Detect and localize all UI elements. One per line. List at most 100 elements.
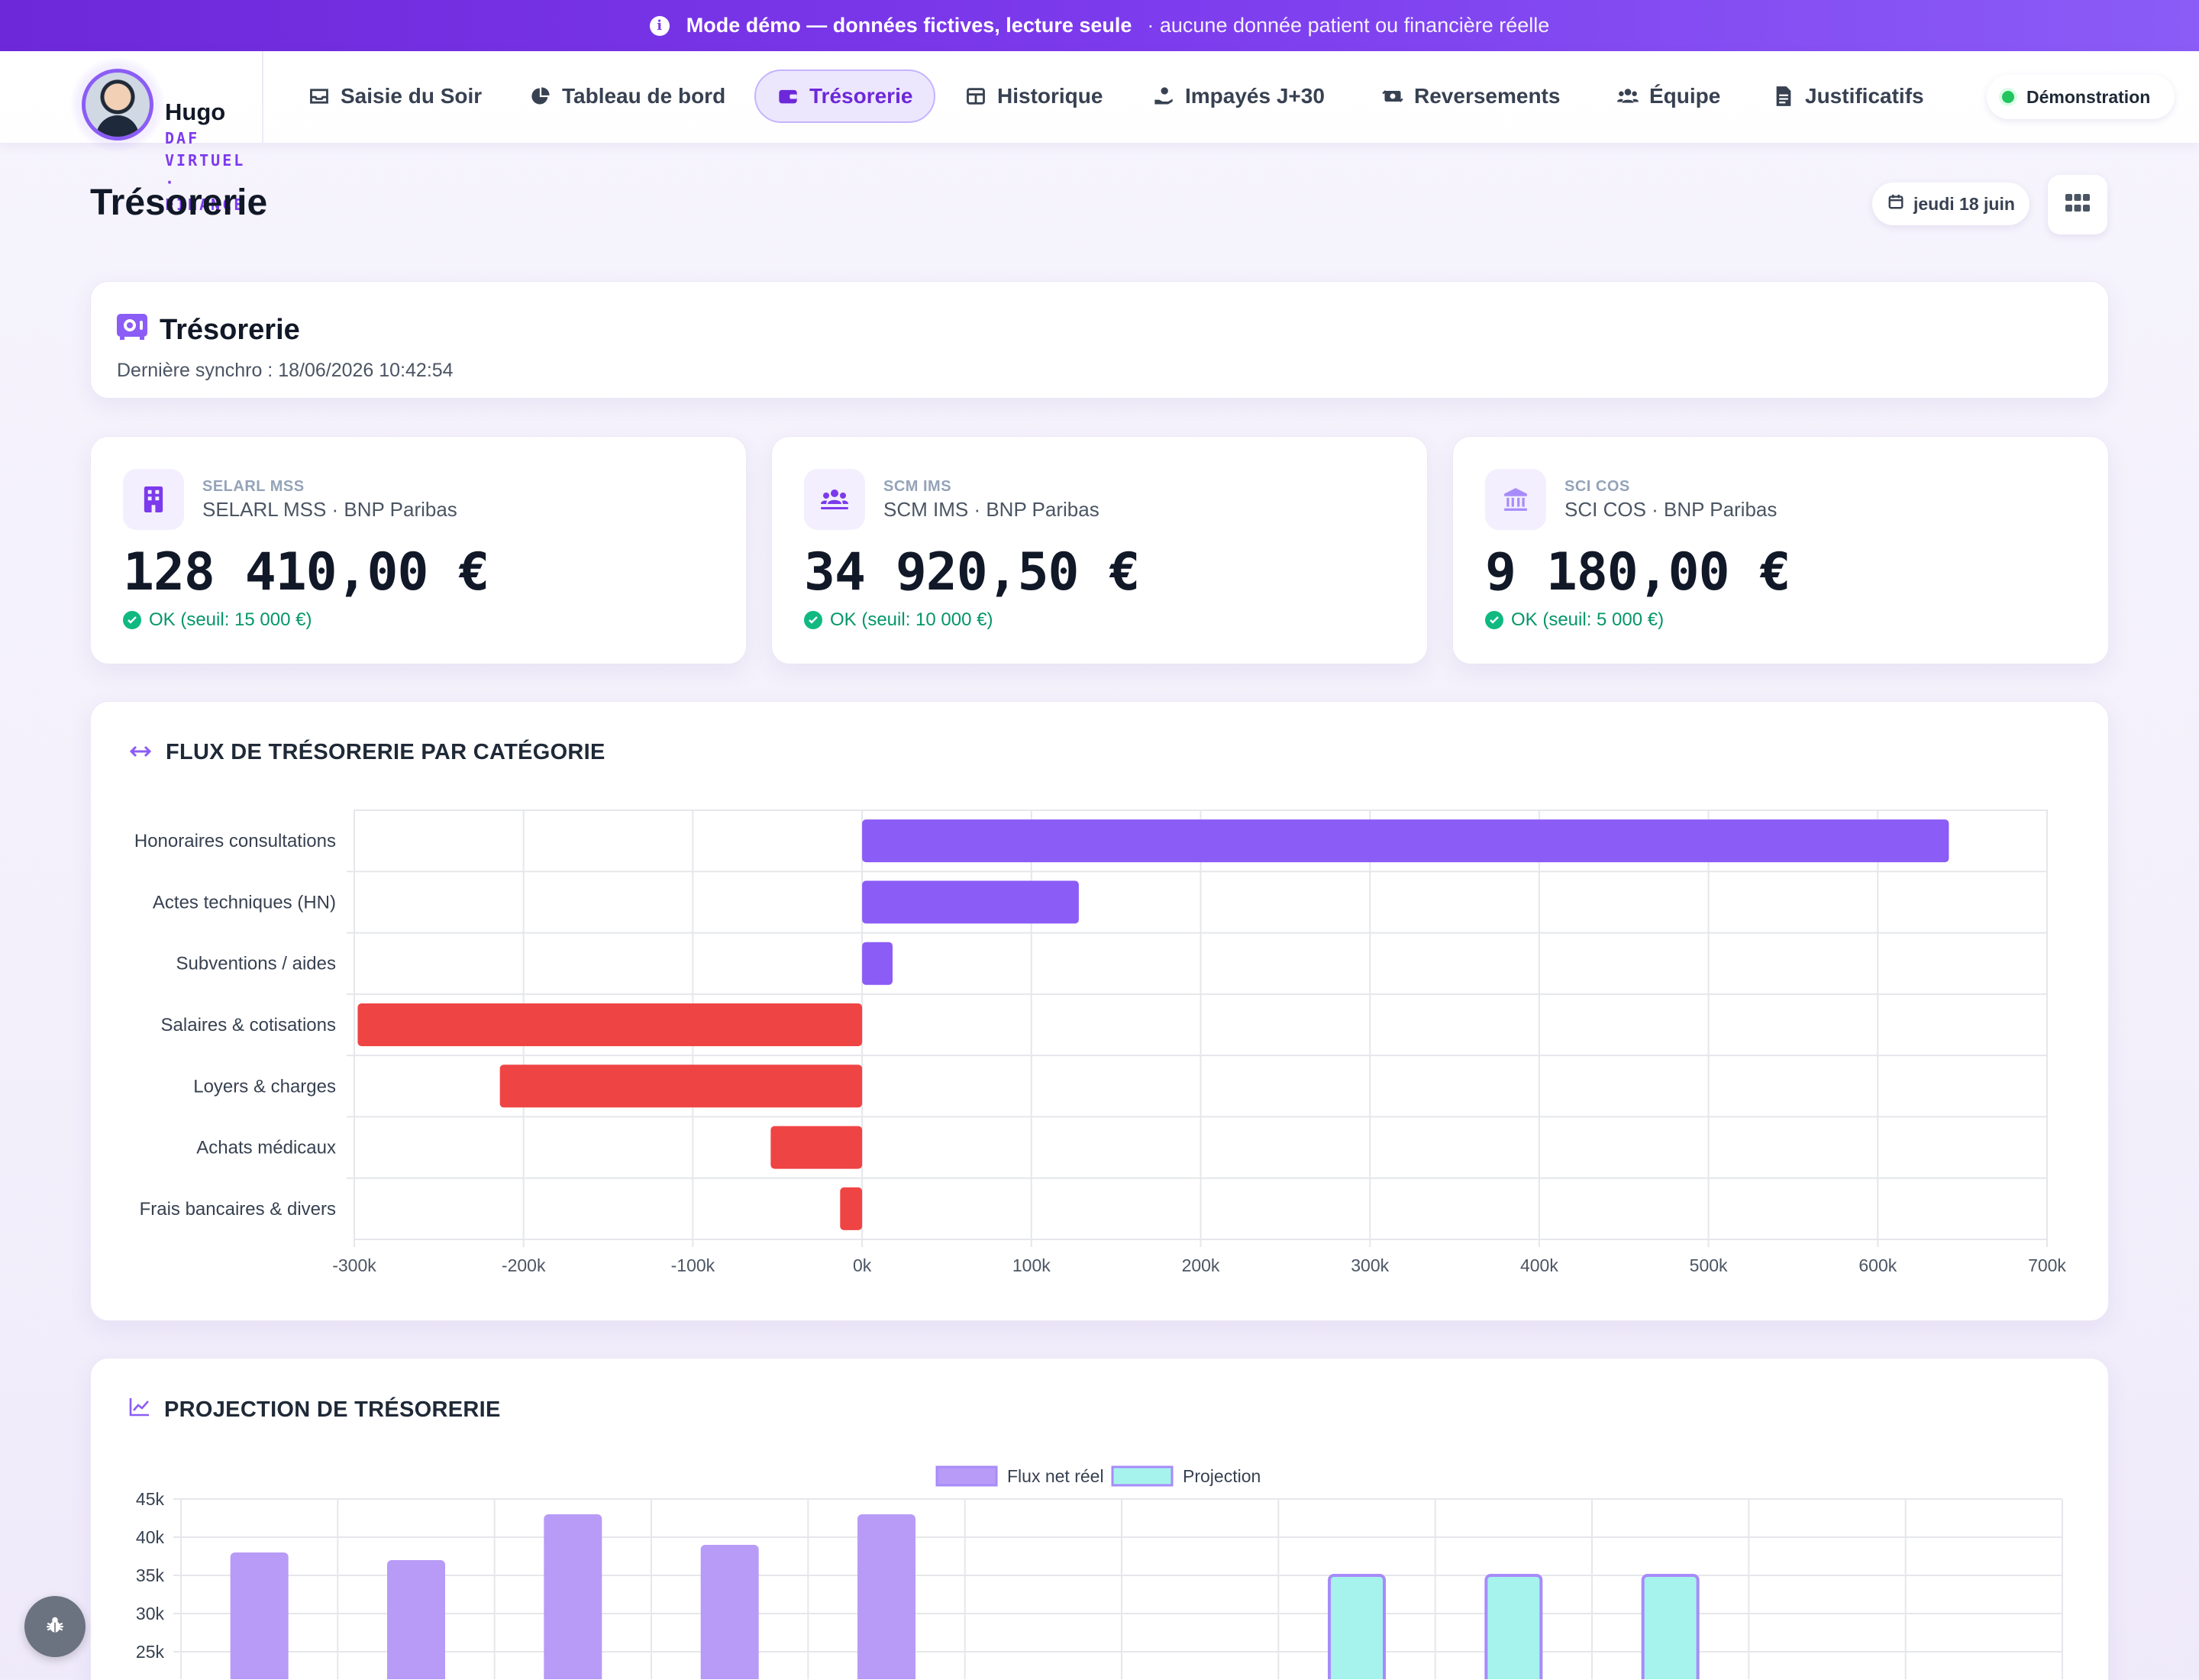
sync-card: Trésorerie Dernière synchro : 18/06/2026… — [90, 281, 2109, 399]
demo-mode-label: Démonstration — [2026, 86, 2151, 107]
legend-swatch — [1111, 1465, 1174, 1487]
bar-flux-net-reel — [387, 1560, 445, 1679]
nav-divider — [262, 51, 263, 143]
y-tick-label: 25k — [136, 1642, 165, 1662]
apps-grid-button[interactable] — [2048, 175, 2107, 234]
tab-label: Impayés J+30 — [1185, 84, 1325, 108]
account-balance: 34 920,50 € — [804, 542, 1140, 603]
account-status-text: OK (seuil: 10 000 €) — [830, 609, 993, 630]
money-transfer-icon — [1382, 86, 1403, 107]
arrows-horizontal-icon — [129, 740, 152, 765]
y-tick-label: 45k — [136, 1489, 165, 1509]
demo-mode-indicator[interactable]: Démonstration — [1987, 75, 2175, 119]
x-tick-label: 700k — [2028, 1255, 2066, 1275]
projection-section-title: PROJECTION DE TRÉSORERIE — [129, 1397, 501, 1423]
calendar-icon — [1887, 193, 1904, 215]
bar-flux-net-reel — [544, 1514, 602, 1679]
check-circle-icon — [804, 611, 822, 629]
tab-justificatifs[interactable]: Justificatifs — [1752, 69, 1946, 123]
account-status-text: OK (seuil: 15 000 €) — [149, 609, 312, 630]
sync-card-title: Trésorerie — [117, 312, 300, 347]
debug-button[interactable] — [24, 1596, 86, 1657]
category-label: Subventions / aides — [176, 954, 336, 974]
bar — [499, 1065, 863, 1108]
legend-swatch — [935, 1465, 998, 1487]
bar — [862, 819, 1949, 863]
demo-banner: i Mode démo — données fictives, lecture … — [0, 0, 2199, 51]
x-tick-label: -100k — [671, 1255, 715, 1275]
tab-tresorerie[interactable]: Trésorerie — [754, 69, 936, 123]
table-icon — [965, 86, 986, 107]
bar-flux-net-reel — [857, 1514, 915, 1679]
users-icon — [1617, 86, 1639, 107]
x-tick-label: -200k — [502, 1255, 546, 1275]
account-label: SELARL MSS · BNP Paribas — [202, 498, 457, 521]
tab-label: Justificatifs — [1805, 84, 1924, 108]
pie-chart-icon — [530, 86, 551, 107]
last-sync-text: Dernière synchro : 18/06/2026 10:42:54 — [117, 360, 454, 381]
account-balance: 9 180,00 € — [1485, 542, 1791, 603]
tab-label: Tableau de bord — [562, 84, 726, 108]
category-label: Loyers & charges — [193, 1076, 336, 1097]
sync-title-text: Trésorerie — [160, 313, 300, 346]
tab-reversements[interactable]: Reversements — [1361, 69, 1581, 123]
building-icon — [123, 469, 184, 530]
wallet-icon — [777, 86, 799, 107]
bar-flux-net-reel — [700, 1545, 759, 1679]
bar-flux-net-reel — [230, 1552, 289, 1679]
legend-label: Flux net réel — [1007, 1466, 1104, 1486]
date-label: jeudi 18 juin — [1913, 193, 2015, 214]
bar-projection — [1641, 1574, 1700, 1679]
bar — [357, 1003, 863, 1046]
tab-historique[interactable]: Historique — [944, 69, 1124, 123]
account-card: SCI COS SCI COS · BNP Paribas 9 180,00 €… — [1452, 436, 2109, 664]
check-circle-icon — [1485, 611, 1503, 629]
banner-subtitle: · aucune donnée patient ou financière ré… — [1147, 14, 1550, 37]
flux-title-text: FLUX DE TRÉSORERIE PAR CATÉGORIE — [166, 740, 605, 764]
top-nav: Hugo DAF VIRTUEL · FINANCE Saisie du Soi… — [0, 51, 2199, 214]
x-tick-label: 0k — [853, 1255, 872, 1275]
x-tick-label: 500k — [1690, 1255, 1728, 1275]
tab-tableau-de-bord[interactable]: Tableau de bord — [509, 69, 747, 123]
tab-label: Historique — [997, 84, 1103, 108]
safe-icon — [117, 312, 147, 347]
bar-projection — [1484, 1574, 1543, 1679]
bar — [770, 1126, 863, 1169]
account-code: SCM IMS — [883, 478, 952, 495]
x-tick-label: 400k — [1520, 1255, 1558, 1275]
account-status-text: OK (seuil: 5 000 €) — [1511, 609, 1665, 630]
flux-bar-chart: -300k -200k -100k 0k 100k 200k 300k 400k 500k 600… — [134, 809, 2066, 1275]
account-label: SCI COS · BNP Paribas — [1564, 498, 1778, 521]
date-picker[interactable]: jeudi 18 juin — [1872, 183, 2029, 225]
y-tick-label: 35k — [136, 1565, 165, 1585]
bar — [862, 942, 893, 985]
category-label: Honoraires consultations — [134, 831, 336, 851]
bar-projection — [1328, 1574, 1386, 1679]
tab-impayes[interactable]: Impayés J+30 — [1132, 69, 1346, 123]
status-dot-icon — [2002, 91, 2014, 103]
tab-label: Trésorerie — [809, 84, 913, 108]
category-label: Actes techniques (HN) — [153, 892, 336, 913]
x-tick-label: 300k — [1351, 1255, 1389, 1275]
x-tick-label: 100k — [1012, 1255, 1051, 1275]
tab-equipe[interactable]: Équipe — [1596, 69, 1742, 123]
users-group-icon — [804, 469, 865, 530]
tab-label: Équipe — [1649, 84, 1721, 108]
x-tick-label: 600k — [1858, 1255, 1897, 1275]
info-icon: i — [649, 15, 670, 36]
account-status: OK (seuil: 5 000 €) — [1485, 609, 1664, 631]
account-status: OK (seuil: 15 000 €) — [123, 609, 312, 631]
bug-icon — [45, 1615, 65, 1639]
inbox-icon — [308, 86, 330, 107]
x-tick-label: -300k — [332, 1255, 376, 1275]
tab-saisie-du-soir[interactable]: Saisie du Soir — [287, 69, 503, 123]
page-title: Trésorerie — [90, 183, 268, 223]
bar — [840, 1187, 863, 1230]
line-chart-icon — [129, 1397, 150, 1423]
brand-name: Hugo — [165, 99, 226, 125]
category-label: Achats médicaux — [196, 1138, 336, 1158]
hand-coin-icon — [1153, 86, 1174, 107]
account-label: SCM IMS · BNP Paribas — [883, 498, 1100, 521]
account-code: SELARL MSS — [202, 478, 305, 495]
avatar[interactable] — [70, 57, 165, 152]
